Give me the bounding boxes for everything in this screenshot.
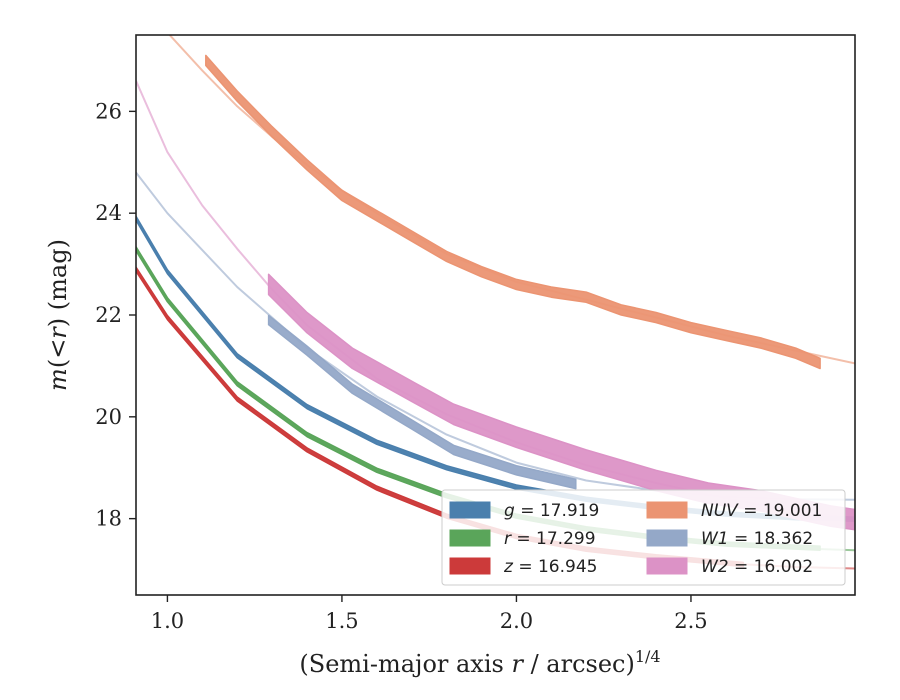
legend-entry-w2: W2 = 16.002 bbox=[701, 557, 813, 577]
x-axis-label: (Semi-major axis r / arcsec)1/4 bbox=[299, 647, 660, 678]
legend-swatch-z bbox=[449, 557, 491, 575]
x-tick-label: 2.0 bbox=[500, 609, 533, 633]
legend-swatch-w2 bbox=[646, 557, 688, 575]
legend-swatch-w1 bbox=[646, 529, 688, 547]
legend-entry-z: z = 16.945 bbox=[503, 557, 597, 577]
x-tick-label: 1.0 bbox=[151, 609, 184, 633]
y-tick-label: 22 bbox=[95, 303, 122, 327]
legend-entry-nuv: NUV = 19.001 bbox=[701, 501, 822, 521]
y-tick-label: 26 bbox=[95, 99, 122, 123]
y-tick-label: 24 bbox=[95, 201, 122, 225]
ticks-layer: 1.0 1.5 2.0 2.5 18 20 22 24 26 bbox=[95, 99, 707, 633]
data-band-w1 bbox=[267, 314, 577, 490]
legend-entry-w1: W1 = 18.362 bbox=[701, 529, 813, 549]
y-tick-label: 18 bbox=[95, 507, 122, 531]
x-tick-label: 1.5 bbox=[325, 609, 358, 633]
legend-entry-g: g = 17.919 bbox=[504, 501, 599, 521]
legend-swatch-g bbox=[449, 501, 491, 519]
legend-swatch-nuv bbox=[646, 501, 688, 519]
y-axis-label: m(<r) (mag) bbox=[44, 239, 72, 391]
x-tick-label: 2.5 bbox=[674, 609, 707, 633]
legend: g = 17.919 r = 17.299 z = 16.945 NUV = 19.0… bbox=[441, 489, 846, 586]
legend-box bbox=[441, 489, 846, 586]
legend-swatch-r bbox=[449, 529, 491, 547]
data-band-nuv bbox=[205, 54, 821, 370]
legend-entry-r: r = 17.299 bbox=[504, 529, 596, 549]
y-tick-label: 20 bbox=[95, 405, 122, 429]
data-band-g bbox=[136, 215, 855, 522]
